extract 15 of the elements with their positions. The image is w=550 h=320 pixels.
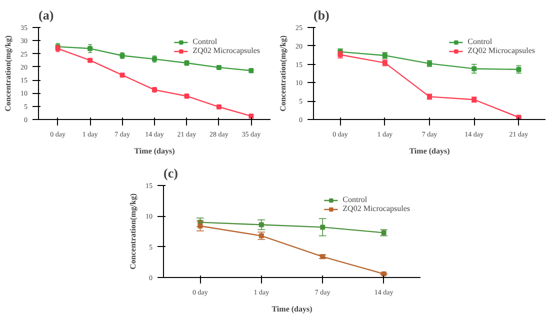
legend-label: Control	[192, 37, 218, 46]
x-axis-title: Time (days)	[272, 304, 313, 314]
legend-label: Control	[468, 37, 492, 46]
x-axis-title: Time (days)	[134, 146, 176, 156]
y-axis-title: Concentration(mg/kg)	[128, 193, 138, 270]
chart-title: (a)	[38, 8, 54, 22]
legend-label: Control	[342, 195, 368, 204]
chart-title: (b)	[314, 8, 330, 22]
chart-title: (c)	[164, 166, 178, 180]
legend-label: ZQ02 Microcapsules	[342, 204, 410, 213]
legend-label: ZQ02 Microcapsules	[468, 46, 535, 55]
y-axis-title: Concentration(mg/kg)	[4, 35, 12, 112]
x-axis-title: Time (days)	[409, 146, 450, 156]
legend-label: ZQ02 Microcapsules	[192, 46, 260, 55]
y-axis-title: Concentration(mg/kg)	[278, 35, 288, 112]
